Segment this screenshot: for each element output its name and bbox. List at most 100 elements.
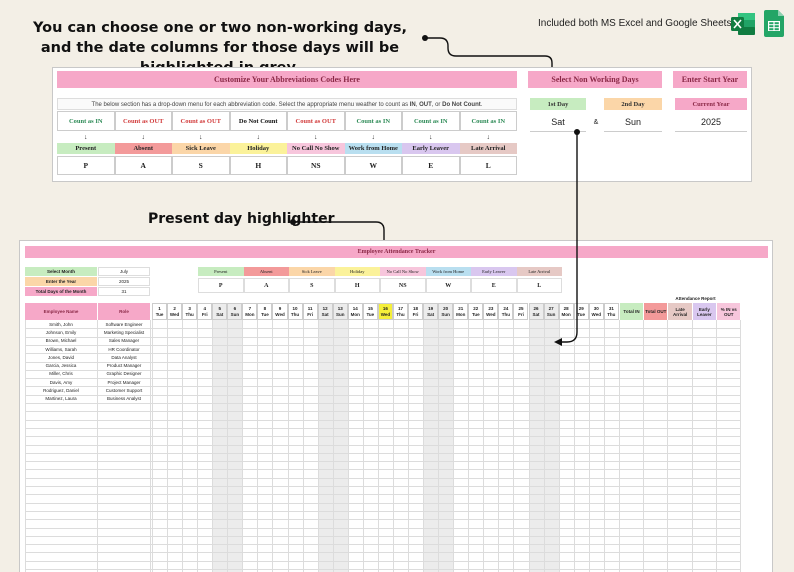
day-number: 2 bbox=[173, 306, 176, 311]
employee-role: Graphic Designer bbox=[106, 371, 142, 377]
col-line bbox=[408, 320, 410, 572]
count-select[interactable]: Count as IN bbox=[57, 111, 115, 131]
weekday-label: Tue bbox=[577, 312, 586, 317]
legend-letter: L bbox=[516, 278, 562, 293]
count-select[interactable]: Count as OUT bbox=[114, 111, 172, 131]
col-employee-name: Employee Name bbox=[25, 303, 97, 320]
row-line bbox=[25, 419, 742, 421]
code-label: Present bbox=[57, 143, 115, 154]
current-year-input[interactable]: 2025 bbox=[675, 112, 747, 132]
employee-name: Davis, Amy bbox=[49, 379, 73, 385]
day-header: 2 Wed bbox=[167, 303, 183, 320]
col-line bbox=[377, 320, 379, 572]
down-arrow-icon: ↓ bbox=[371, 133, 376, 141]
code-label: Sick Leave bbox=[172, 143, 230, 154]
first-day-select[interactable]: Sat bbox=[530, 112, 586, 132]
code-letter[interactable]: W bbox=[344, 156, 402, 175]
employee-name: Miller, Chris bbox=[49, 371, 73, 377]
count-select[interactable]: Do Not Count bbox=[229, 111, 287, 131]
code-letter[interactable]: S bbox=[172, 156, 230, 175]
count-select[interactable]: Count as IN bbox=[344, 111, 402, 131]
day-number: 27 bbox=[548, 306, 554, 311]
select-month-value[interactable]: July bbox=[98, 267, 150, 276]
code-label: Absent bbox=[114, 143, 172, 154]
col-line bbox=[150, 320, 151, 572]
code-letter[interactable]: L bbox=[459, 156, 517, 175]
report-header: Early Leaver bbox=[692, 303, 717, 320]
weekday-label: Fri bbox=[201, 312, 208, 317]
employee-role: Customer Support bbox=[105, 388, 143, 394]
legend-letter: E bbox=[471, 278, 517, 293]
weekday-label: Wed bbox=[380, 312, 391, 317]
col-line bbox=[643, 320, 645, 572]
employee-name: Martinez, Laura bbox=[45, 396, 77, 402]
col-line bbox=[438, 320, 440, 572]
report-header: % IN vs OUT bbox=[717, 303, 741, 320]
employee-role: Business Analyst bbox=[106, 396, 142, 402]
col-line bbox=[212, 320, 214, 572]
code-letter[interactable]: H bbox=[229, 156, 287, 175]
day-header: 5 Sat bbox=[212, 303, 228, 320]
code-letter[interactable]: NS bbox=[287, 156, 345, 175]
count-select[interactable]: Count as IN bbox=[459, 111, 517, 131]
col-line bbox=[272, 320, 274, 572]
weekday-label: Fri bbox=[307, 312, 313, 317]
row-line bbox=[25, 369, 742, 371]
count-select[interactable]: Count as OUT bbox=[172, 111, 230, 131]
weekday-label: Tue bbox=[261, 312, 269, 317]
col-line bbox=[618, 320, 620, 572]
enter-year-value[interactable]: 2025 bbox=[98, 277, 150, 286]
day-number: 6 bbox=[233, 306, 237, 311]
code-letter[interactable]: P bbox=[57, 156, 115, 175]
second-day-select[interactable]: Sun bbox=[604, 112, 662, 132]
count-select[interactable]: Count as IN bbox=[402, 111, 460, 131]
day-number: 23 bbox=[488, 306, 494, 311]
code-letter[interactable]: E bbox=[402, 156, 460, 175]
row-line bbox=[25, 486, 742, 487]
day-header: 17 Thu bbox=[392, 303, 408, 320]
col-line bbox=[667, 320, 669, 572]
count-select[interactable]: Count as OUT bbox=[287, 111, 345, 131]
day-header: 12 Sat bbox=[317, 303, 333, 320]
code-label: Holiday bbox=[229, 143, 287, 154]
weekend-column bbox=[317, 320, 333, 572]
day-header: 4 Fri bbox=[197, 303, 213, 320]
row-line bbox=[25, 560, 742, 562]
nonworking-title: Select Non Working Days bbox=[528, 71, 662, 88]
tracker-legend: Present P Absent A Sick Leave S Holiday H No Cal… bbox=[198, 267, 562, 295]
col-line bbox=[227, 320, 229, 572]
day-number: 29 bbox=[578, 306, 584, 311]
day-number: 30 bbox=[593, 306, 599, 311]
ampersand: & bbox=[593, 118, 599, 126]
col-line bbox=[197, 320, 199, 572]
col-line bbox=[691, 320, 693, 572]
weekday-label: Mon bbox=[350, 312, 360, 317]
legend-label: Holiday bbox=[334, 267, 380, 276]
col-line bbox=[182, 320, 184, 572]
row-line bbox=[25, 403, 742, 404]
code-letter[interactable]: A bbox=[114, 156, 172, 175]
day-header: 3 Thu bbox=[182, 303, 198, 320]
employee-name: Johnson, Emily bbox=[45, 329, 77, 335]
second-day-label: 2nd Day bbox=[604, 98, 662, 110]
day-number: 25 bbox=[518, 306, 524, 311]
weekday-label: Thu bbox=[290, 312, 300, 317]
employee-role: Project Manager bbox=[107, 379, 141, 385]
col-line bbox=[558, 320, 560, 572]
day-header: 8 Tue bbox=[257, 303, 273, 320]
col-line bbox=[347, 320, 349, 572]
day-header: 14 Mon bbox=[347, 303, 363, 320]
col-line bbox=[332, 320, 334, 572]
code-label: Early Leaver bbox=[402, 143, 460, 154]
day-header: 27 Sun bbox=[543, 303, 559, 320]
employee-role: Data Analyst bbox=[111, 354, 137, 360]
legend-letter: H bbox=[334, 278, 380, 293]
legend-label: Sick Leave bbox=[289, 267, 335, 276]
col-line bbox=[468, 320, 470, 572]
weekday-label: Sat bbox=[532, 312, 540, 317]
weekend-column bbox=[423, 320, 439, 572]
day-number: 26 bbox=[533, 306, 539, 311]
weekday-label: Thu bbox=[501, 312, 511, 317]
col-line bbox=[25, 320, 26, 572]
